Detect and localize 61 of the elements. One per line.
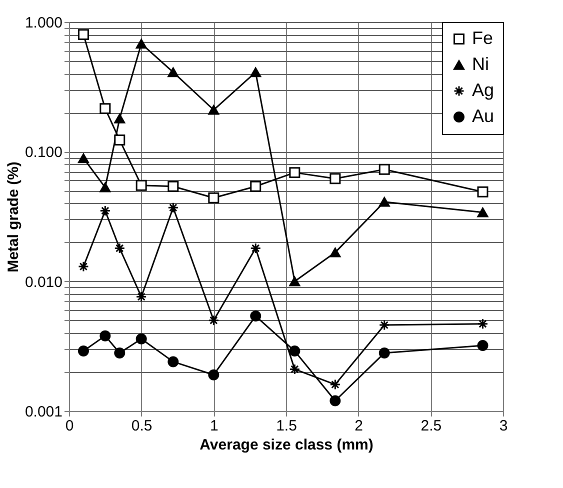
y-tick-label: 0.010 [24,274,62,291]
point [168,180,179,192]
point [289,276,300,286]
point [477,186,488,198]
x-tick-label: 2.5 [420,418,442,434]
point [250,180,262,192]
legend-label: Fe [472,28,494,48]
point [78,261,89,272]
x-tick-label: 1.5 [276,418,297,434]
point [78,346,89,357]
point [78,153,89,164]
point [114,242,126,254]
point [477,318,488,330]
y-tick-label: 0.100 [24,144,62,162]
point [289,346,300,357]
x-tick-label: 0.5 [131,418,152,434]
point [477,340,488,351]
legend-label: Au [472,106,494,126]
point [208,192,220,204]
point [250,242,262,254]
point [100,182,111,192]
x-tick-label: 3 [499,418,508,434]
point [208,314,220,326]
x-axis-title: Average size class (mm) [200,436,374,454]
point [378,348,390,358]
point [250,310,262,322]
x-tick-label: 1 [210,418,218,434]
point [136,291,147,302]
y-tick-label: 1.000 [24,14,62,32]
point [136,333,147,344]
point [136,38,147,49]
legend-label: Ni [472,54,489,74]
point [330,379,341,390]
point [168,202,179,214]
x-tick-label: 0 [65,418,74,434]
y-axis-title: Metal grade (%) [4,162,22,272]
point [378,320,390,331]
point [114,114,126,124]
point [208,369,220,380]
point [114,348,126,358]
point [330,395,341,406]
point [330,173,341,184]
point [208,105,220,115]
point [289,167,300,178]
point [477,208,488,218]
point [100,330,111,342]
point [78,29,89,40]
point [136,180,147,191]
point [330,248,341,258]
point [378,197,390,207]
point [114,134,126,146]
y-tick-label: 0.001 [24,404,62,420]
x-tick-label: 2 [354,418,364,434]
legend-label: Ag [472,80,494,100]
point [289,364,300,375]
point [168,67,179,78]
point [378,164,390,175]
point [100,103,111,114]
point [100,205,111,216]
point [250,67,262,78]
point [168,356,179,368]
